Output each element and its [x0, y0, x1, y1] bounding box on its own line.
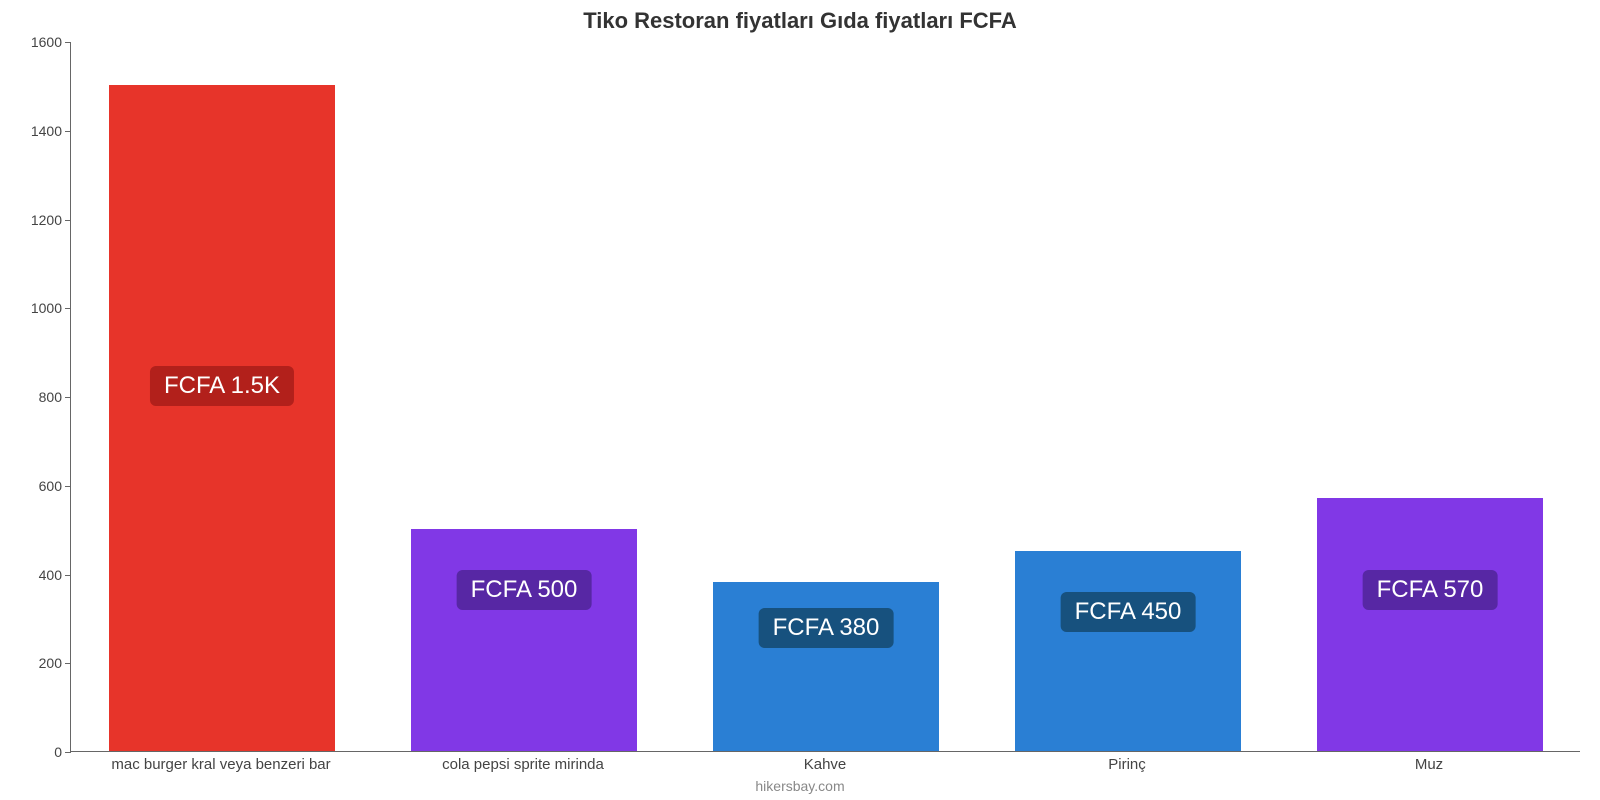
ytick-mark — [65, 308, 71, 309]
ytick-mark — [65, 752, 71, 753]
value-badge: FCFA 1.5K — [150, 366, 294, 406]
xtick-label: cola pepsi sprite mirinda — [442, 756, 604, 773]
ytick-mark — [65, 575, 71, 576]
bar — [1317, 498, 1544, 751]
bar — [1015, 551, 1242, 751]
ytick-label: 0 — [12, 744, 62, 760]
chart-footer: hikersbay.com — [0, 778, 1600, 794]
value-badge: FCFA 450 — [1061, 592, 1196, 632]
ytick-label: 200 — [12, 655, 62, 671]
xtick-label: Muz — [1415, 756, 1443, 773]
ytick-label: 1600 — [12, 34, 62, 50]
plot-area: FCFA 1.5K FCFA 500 FCFA 380 FCFA 450 FCFA 57… — [70, 42, 1580, 752]
value-badge: FCFA 380 — [759, 608, 894, 648]
ytick-mark — [65, 397, 71, 398]
ytick-label: 600 — [12, 478, 62, 494]
ytick-mark — [65, 42, 71, 43]
ytick-label: 1200 — [12, 212, 62, 228]
chart-title: Tiko Restoran fiyatları Gıda fiyatları F… — [0, 8, 1600, 34]
xtick-label: mac burger kral veya benzeri bar — [111, 756, 330, 773]
ytick-label: 400 — [12, 567, 62, 583]
ytick-label: 800 — [12, 389, 62, 405]
ytick-label: 1400 — [12, 123, 62, 139]
ytick-mark — [65, 486, 71, 487]
ytick-mark — [65, 220, 71, 221]
xtick-label: Pirinç — [1108, 756, 1146, 773]
xtick-label: Kahve — [804, 756, 847, 773]
ytick-label: 1000 — [12, 300, 62, 316]
value-badge: FCFA 570 — [1363, 570, 1498, 610]
value-badge: FCFA 500 — [457, 570, 592, 610]
ytick-mark — [65, 663, 71, 664]
ytick-mark — [65, 131, 71, 132]
bar — [411, 529, 638, 751]
bar — [109, 85, 336, 751]
chart-container: FCFA 1.5K FCFA 500 FCFA 380 FCFA 450 FCFA 57… — [70, 42, 1580, 752]
